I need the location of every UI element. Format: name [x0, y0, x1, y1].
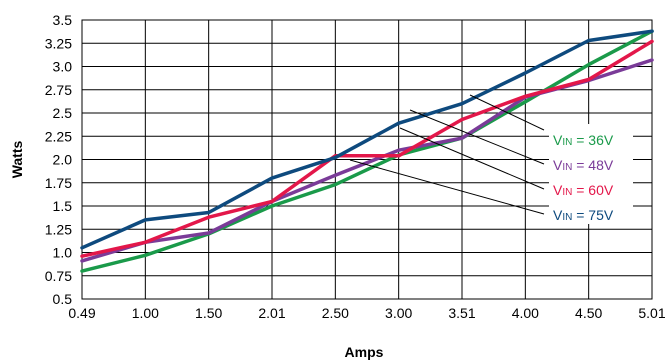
legend-label-subscript: IN: [562, 137, 572, 148]
y-tick-label: 1.25: [45, 221, 72, 237]
x-tick-label: 4.00: [512, 305, 539, 321]
series-line-0: [80, 29, 654, 273]
legend-label-prefix: V: [553, 132, 563, 148]
legend-leader-line: [349, 159, 545, 215]
series-line-2: [80, 39, 654, 258]
x-tick-label: 5.01: [638, 305, 665, 321]
legend-background: [549, 124, 633, 224]
legend-label-prefix: V: [553, 182, 563, 198]
grid: [81, 19, 653, 300]
legend-label-suffix: = 48V: [572, 157, 614, 173]
y-tick-label: 2.25: [45, 128, 72, 144]
series-line-3: [80, 29, 654, 250]
y-axis-title: Watts: [9, 140, 25, 178]
legend-leader-line: [469, 94, 545, 131]
legend-label: VIN = 75V: [553, 207, 614, 223]
x-tick-label: 1.50: [195, 305, 222, 321]
y-tick-label: 3.0: [53, 59, 73, 75]
y-tick-label: 1.5: [53, 198, 73, 214]
legend-label-suffix: = 75V: [572, 207, 614, 223]
legend-label: VIN = 36V: [553, 132, 614, 148]
x-tick-label: 3.00: [385, 305, 412, 321]
x-tick-label: 2.50: [322, 305, 349, 321]
x-tick-label: 4.50: [575, 305, 602, 321]
y-tick-label: 3.25: [45, 35, 72, 51]
y-tick-label: 1.0: [53, 245, 73, 261]
legend-leader-line: [399, 127, 545, 190]
y-tick-label: 0.5: [53, 291, 73, 307]
y-tick-label: 1.75: [45, 175, 72, 191]
legend-label: VIN = 60V: [553, 182, 614, 198]
x-tick-label: 3.51: [448, 305, 475, 321]
legend-label-prefix: V: [553, 157, 563, 173]
y-tick-label: 2.75: [45, 82, 72, 98]
legend-label-prefix: V: [553, 207, 563, 223]
x-tick-label: 2.01: [258, 305, 285, 321]
legend-label-subscript: IN: [562, 187, 572, 198]
legend-label-subscript: IN: [562, 162, 572, 173]
x-tick-label: 0.49: [68, 305, 95, 321]
x-axis-title: Amps: [345, 344, 384, 360]
y-tick-label: 2.0: [53, 152, 73, 168]
legend-leader-line: [409, 109, 545, 165]
x-tick-label: 1.00: [132, 305, 159, 321]
legend-label-subscript: IN: [562, 212, 572, 223]
plot-border: [81, 19, 653, 300]
y-tick-label: 3.5: [53, 12, 73, 28]
legend-label: VIN = 48V: [553, 157, 614, 173]
legend-label-suffix: = 36V: [572, 132, 614, 148]
legend-label-suffix: = 60V: [572, 182, 614, 198]
y-tick-label: 2.5: [53, 105, 73, 121]
y-tick-label: 0.75: [45, 268, 72, 284]
